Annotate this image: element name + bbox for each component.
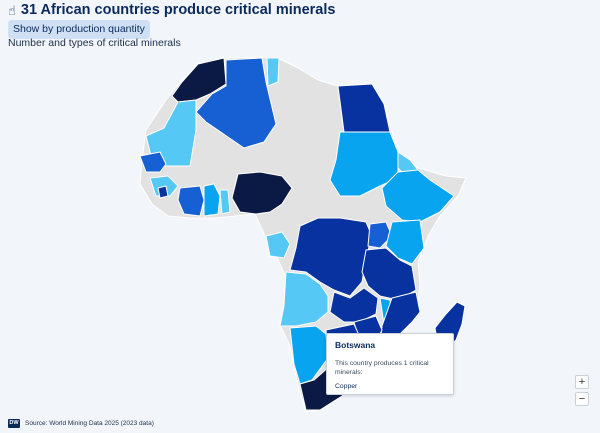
country-mauritania[interactable]	[145, 99, 197, 167]
country-kenya[interactable]	[385, 219, 425, 265]
country-senegal[interactable]	[139, 151, 167, 173]
footer: DW Source: World Mining Data 2025 (2023 …	[8, 419, 154, 428]
country-nigeria[interactable]	[231, 171, 293, 215]
title-text: 31 African countries produce critical mi…	[20, 2, 336, 18]
country-cote-divoire[interactable]	[177, 185, 205, 217]
country-togo-benin[interactable]	[219, 189, 231, 215]
country-angola[interactable]	[279, 271, 329, 327]
tooltip-description: This country produces 1 critical mineral…	[335, 360, 429, 376]
tooltip-mineral-item: Copper	[335, 383, 358, 390]
page-title: ☝ 31 African countries produce critical …	[8, 2, 335, 18]
country-tooltip: Botswana This country produces 1 critica…	[326, 333, 454, 395]
zoom-out-button[interactable]: −	[575, 392, 589, 406]
source-note: Source: World Mining Data 2025 (2023 dat…	[25, 420, 154, 427]
country-gabon[interactable]	[265, 231, 291, 259]
tooltip-country-name: Botswana	[335, 340, 376, 350]
country-tunisia[interactable]	[266, 57, 280, 87]
country-zambia[interactable]	[329, 287, 379, 323]
country-sierra-leone[interactable]	[157, 185, 169, 199]
country-uganda[interactable]	[367, 221, 393, 249]
country-ghana[interactable]	[203, 183, 221, 217]
country-algeria[interactable]	[195, 57, 277, 149]
pointing-hand-icon: ☝	[8, 2, 16, 18]
country-namibia[interactable]	[289, 325, 329, 385]
country-egypt[interactable]	[337, 83, 391, 133]
production-quantity-toggle-button[interactable]: Show by production quantity	[8, 20, 150, 39]
map-subtitle: Number and types of critical minerals	[8, 37, 181, 49]
country-dr-congo[interactable]	[289, 217, 373, 297]
zoom-in-button[interactable]: +	[575, 375, 589, 389]
country-ethiopia[interactable]	[381, 169, 455, 223]
country-sudan[interactable]	[329, 131, 399, 197]
dw-logo: DW	[8, 419, 20, 428]
